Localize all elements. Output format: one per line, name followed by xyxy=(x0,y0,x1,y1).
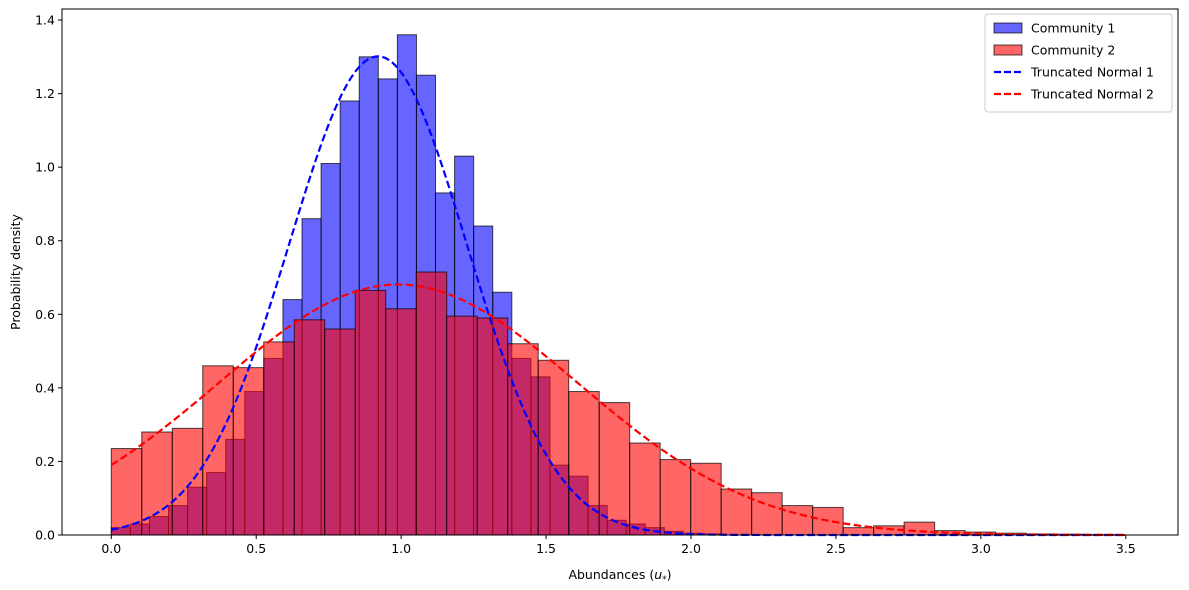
y-tick-label: 0.2 xyxy=(35,454,55,469)
histogram-bar-2-15 xyxy=(568,391,600,536)
x-tick-label: 1.0 xyxy=(391,541,411,556)
legend-label-0: Community 1 xyxy=(1031,21,1115,36)
x-tick-label: 0.0 xyxy=(101,541,121,556)
histogram-bar-2-14 xyxy=(537,359,570,536)
y-tick-label: 1.2 xyxy=(35,86,55,101)
x-tick-label: 2.0 xyxy=(681,541,701,556)
histogram-bar-2-9 xyxy=(385,308,417,536)
legend-label-1: Community 2 xyxy=(1031,43,1115,58)
x-tick-label: 3.0 xyxy=(971,541,991,556)
histogram-bar-2-11 xyxy=(446,315,478,536)
x-tick-label: 2.5 xyxy=(826,541,846,556)
y-tick-label: 0.4 xyxy=(35,380,55,395)
histogram-bar-2-3 xyxy=(202,365,234,536)
histogram-bar-2-19 xyxy=(690,462,722,536)
histogram-bar-2-26 xyxy=(903,521,936,536)
histogram-bar-2-24 xyxy=(842,527,875,536)
histogram-bar-2-22 xyxy=(781,505,814,536)
histogram-bar-2-12 xyxy=(476,317,509,536)
y-tick-label: 1.4 xyxy=(35,13,55,28)
x-tick-label: 1.5 xyxy=(536,541,556,556)
histogram-bar-2-2 xyxy=(171,427,204,536)
x-axis: 0.0 0.5 1.0 1.5 2.0 2.5 3.0 3.5 xyxy=(101,535,1136,556)
legend-label-2: Truncated Normal 1 xyxy=(1030,65,1154,80)
histogram-bar-2-7 xyxy=(324,328,356,536)
y-tick-label: 1.0 xyxy=(35,160,55,175)
histogram-bar-2-17 xyxy=(629,442,661,536)
y-axis: 0.0 0.2 0.4 0.6 0.8 1.0 1.2 1.4 xyxy=(35,13,62,543)
y-tick-label: 0.0 xyxy=(35,528,55,543)
y-tick-label: 0.8 xyxy=(35,233,55,248)
x-tick-label: 0.5 xyxy=(246,541,266,556)
x-tick-label: 3.5 xyxy=(1116,541,1136,556)
histogram-bar-2-4 xyxy=(232,367,265,536)
density-line-3 xyxy=(110,283,1126,537)
legend-label-3: Truncated Normal 2 xyxy=(1030,87,1154,102)
histogram-bar-2-13 xyxy=(507,343,539,536)
x-axis-label: Abundances (u*) xyxy=(568,567,671,585)
y-axis-label: Probability density xyxy=(8,213,23,329)
y-tick-label: 0.6 xyxy=(35,307,55,322)
histogram-bar-2-5 xyxy=(263,341,295,536)
histogram-bar-2-8 xyxy=(354,289,387,536)
bars-layer xyxy=(110,34,1119,536)
legend-swatch-0 xyxy=(993,22,1023,34)
histogram-bar-2-18 xyxy=(659,459,692,536)
histogram-bar-2-20 xyxy=(720,488,753,536)
legend-swatch-1 xyxy=(993,44,1023,56)
legend: Community 1 Community 2 Truncated Normal 1… xyxy=(984,13,1173,113)
histogram-bar-2-6 xyxy=(293,319,326,536)
legend-box xyxy=(984,13,1173,113)
histogram-bar-2-27 xyxy=(934,530,966,536)
histogram-bar-2-10 xyxy=(415,271,448,536)
plot-frame xyxy=(61,8,1179,536)
histogram-bar-2-21 xyxy=(751,492,783,536)
